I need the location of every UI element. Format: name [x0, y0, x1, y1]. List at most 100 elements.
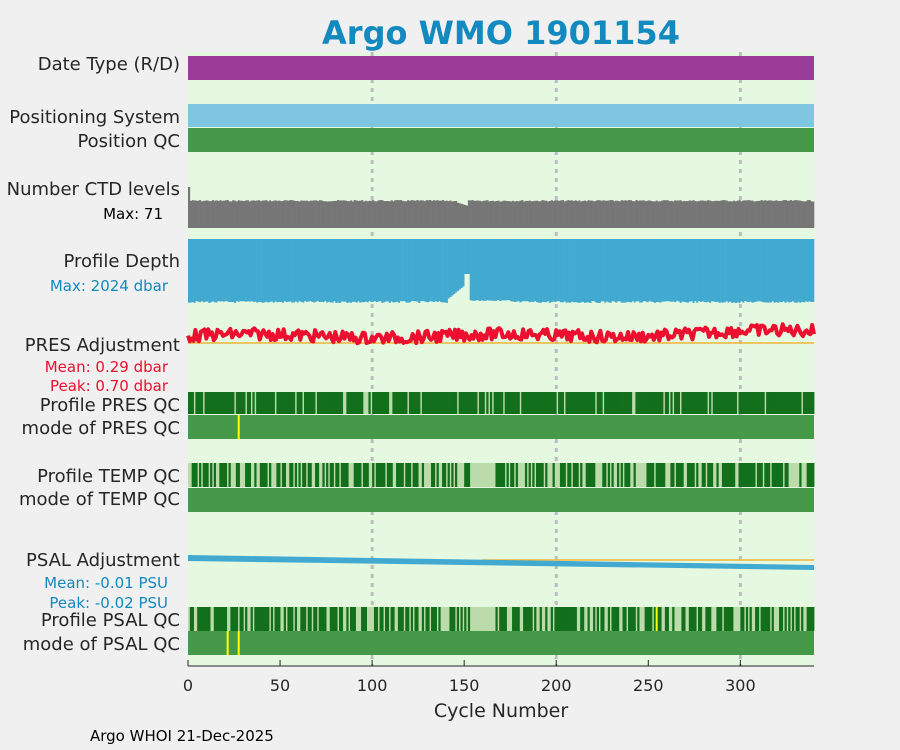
ctd-bar [749, 200, 752, 228]
profile-pres-qc-stripes-stripe [338, 392, 342, 414]
profile-temp-qc-stripes-stripe [552, 463, 555, 487]
depth-bar [361, 239, 364, 303]
profile-temp-qc-stripes-stripe [723, 463, 727, 487]
profile-pres-qc-stripes-stripe [291, 392, 294, 414]
profile-temp-qc-stripes-stripe [806, 463, 809, 487]
label-profile-depth: Profile Depth [63, 251, 180, 272]
profile-pres-qc-stripes-stripe [269, 392, 272, 414]
profile-pres-qc-stripes-stripe [611, 392, 614, 414]
profile-pres-qc-stripes-stripe [436, 392, 439, 414]
profile-temp-qc-stripes-stripe [670, 463, 673, 487]
sub-profile-depth-max: Max: 2024 dbar [50, 277, 169, 295]
ctd-bar [243, 201, 246, 228]
depth-bar [383, 239, 386, 303]
ctd-bar [362, 201, 366, 228]
depth-bar [591, 239, 594, 302]
ctd-bar [589, 200, 592, 228]
profile-psal-qc-stripes-stripe [287, 607, 290, 631]
depth-bar [779, 239, 782, 302]
depth-bar [629, 239, 633, 303]
footer-credit: Argo WHOI 21-Dec-2025 [90, 727, 274, 745]
profile-pres-qc-stripes-stripe [659, 392, 662, 414]
profile-temp-qc-stripes-stripe [331, 463, 334, 487]
profile-pres-qc-stripes-stripe [353, 392, 356, 414]
profile-temp-qc-stripes-stripe [744, 463, 747, 487]
profile-pres-qc-stripes-stripe [604, 392, 607, 414]
depth-bar [338, 239, 342, 303]
profile-pres-qc-stripes-stripe [635, 392, 638, 414]
ctd-bar [283, 200, 286, 228]
ctd-bar [438, 200, 441, 228]
ctd-bar [451, 201, 454, 228]
ctd-bar [626, 200, 629, 228]
depth-bar [622, 239, 625, 303]
ctd-bar [361, 200, 364, 228]
ctd-bar [188, 187, 191, 228]
depth-bar [688, 239, 691, 302]
profile-pres-qc-stripes-stripe [624, 392, 627, 414]
label-date-type: Date Type (R/D) [38, 54, 180, 75]
depth-bar [764, 239, 767, 303]
depth-bar [659, 239, 662, 303]
depth-bar [257, 239, 261, 302]
ctd-bar [401, 200, 404, 228]
profile-pres-qc-stripes-stripe [309, 392, 312, 414]
depth-bar [281, 239, 285, 303]
ctd-bar [211, 200, 215, 228]
profile-psal-qc-stripes-stripe [432, 607, 436, 631]
ctd-bar [252, 200, 255, 228]
profile-pres-qc-stripes-stripe [504, 392, 507, 414]
profile-pres-qc-stripes-stripe [788, 392, 791, 414]
profile-psal-qc-stripes-stripe [270, 607, 274, 631]
depth-bar [213, 239, 216, 303]
depth-bar [508, 239, 511, 301]
profile-pres-qc-stripes-stripe [526, 392, 530, 414]
profile-psal-qc-stripes-stripe [779, 607, 782, 631]
profile-temp-qc-stripes-stripe [732, 463, 736, 487]
profile-psal-qc-stripes-stripe [705, 607, 708, 631]
profile-temp-qc-stripes-stripe [315, 463, 318, 487]
ctd-bar [607, 200, 610, 228]
profile-temp-qc-stripes-stripe [210, 463, 213, 487]
ctd-bar [466, 205, 469, 228]
depth-bar [313, 239, 316, 303]
profile-psal-qc-stripes-stripe [580, 607, 583, 631]
profile-pres-qc-stripes-stripe [263, 392, 266, 414]
ctd-bar [727, 201, 730, 228]
sub-psal-peak: Peak: -0.02 PSU [49, 594, 168, 612]
profile-psal-qc-stripes-stripe [405, 607, 408, 631]
depth-bar [202, 239, 205, 303]
profile-psal-qc-stripes-stripe [397, 607, 401, 631]
profile-temp-qc-stripes-stripe [593, 463, 596, 487]
profile-temp-qc-stripes-stripe [651, 463, 655, 487]
ctd-bar [456, 202, 459, 228]
sub-pres-mean: Mean: 0.29 dbar [45, 358, 169, 376]
ctd-bar [686, 201, 690, 228]
profile-temp-qc-stripes-stripe [421, 463, 425, 487]
depth-bar [607, 239, 610, 303]
profile-pres-qc-stripes-stripe [278, 392, 281, 414]
profile-pres-qc-stripes-stripe [211, 392, 215, 414]
ctd-bar [210, 200, 213, 228]
depth-bar [594, 239, 598, 303]
ctd-bar [368, 200, 371, 228]
depth-bar [410, 239, 413, 302]
ctd-bar [221, 200, 224, 228]
profile-psal-qc-stripes-stripe [545, 607, 548, 631]
profile-psal-qc-stripes-stripe [637, 607, 640, 631]
profile-psal-qc-stripes-stripe [200, 607, 204, 631]
profile-pres-qc-stripes-stripe [445, 392, 449, 414]
depth-bar [397, 239, 401, 303]
profile-psal-qc-stripes-stripe [611, 607, 614, 631]
profile-pres-qc-stripes-stripe [812, 392, 815, 414]
depth-bar [489, 239, 493, 301]
ctd-bar [449, 200, 452, 228]
profile-pres-qc-stripes-stripe [440, 392, 443, 414]
depth-bar [795, 239, 798, 303]
depth-bar [692, 239, 695, 303]
ctd-bar [250, 200, 253, 228]
profile-pres-qc-stripes-stripe [442, 392, 445, 414]
ctd-bar [668, 201, 671, 228]
depth-bar [232, 239, 235, 303]
depth-bar [707, 239, 710, 302]
